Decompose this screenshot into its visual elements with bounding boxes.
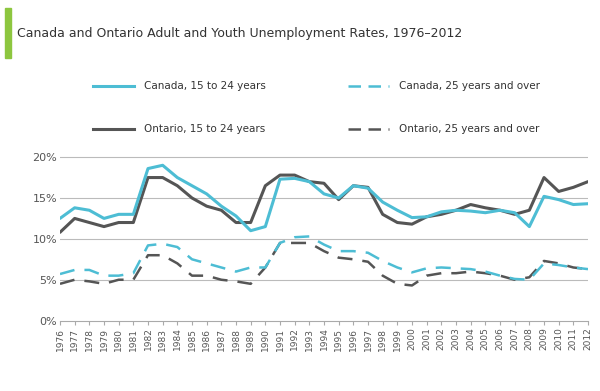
Text: Ontario, 25 years and over: Ontario, 25 years and over	[400, 124, 539, 134]
Bar	[5, 8, 11, 59]
Text: Canada and Ontario Adult and Youth Unemployment Rates, 1976–2012: Canada and Ontario Adult and Youth Unemp…	[17, 27, 462, 40]
Text: Ontario, 15 to 24 years: Ontario, 15 to 24 years	[145, 124, 266, 134]
Text: Canada, 15 to 24 years: Canada, 15 to 24 years	[145, 81, 266, 91]
Text: Canada, 25 years and over: Canada, 25 years and over	[400, 81, 540, 91]
